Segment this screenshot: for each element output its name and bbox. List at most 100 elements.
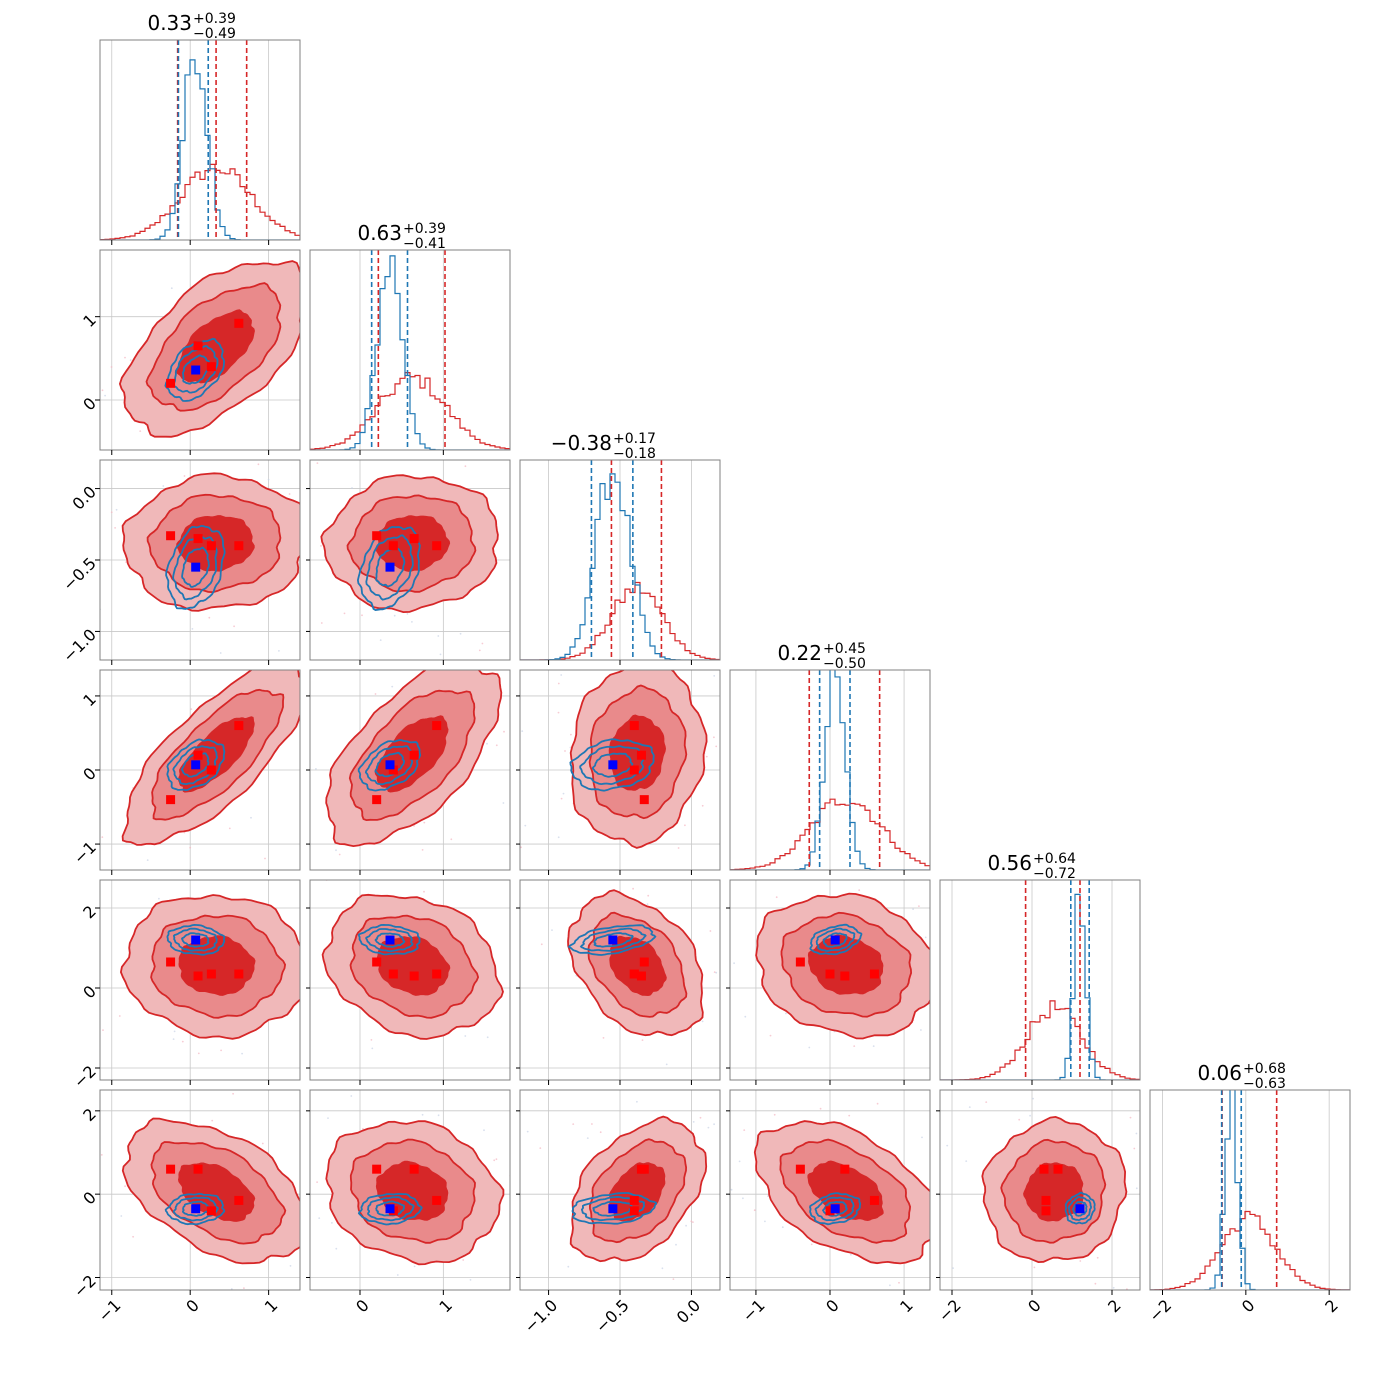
red-marker [629,721,639,731]
title-lower-error: −0.63 [1243,1076,1286,1092]
x-tick-label: −2 [935,1296,965,1326]
histogram-panel-5 [939,879,1141,1081]
sample-point [872,1045,875,1047]
y-tick-label: −1 [70,838,100,868]
blue-contour [814,1196,855,1222]
sample-point [936,1150,938,1152]
blue-contour [591,752,634,778]
sample-point [316,462,319,464]
sample-point [1129,1116,1132,1119]
sample-point [361,614,363,617]
title-upper-error: +0.39 [403,221,446,237]
title-value: 0.06 [1197,1061,1242,1085]
sample-point [101,389,104,392]
x-tick-label: 2 [1321,1296,1342,1317]
sample-point [361,874,363,876]
sample-point [308,723,310,725]
sample-point [362,1127,364,1130]
red-marker [639,795,649,805]
y-tick-label: 0 [79,394,100,415]
sample-point [39,573,41,575]
sample-point [724,1008,726,1010]
blue-contour [571,1192,658,1225]
sample-point [661,1267,664,1270]
sample-point [59,438,61,440]
red-histogram [1150,1210,1350,1290]
red-marker [166,795,176,805]
sample-point [713,971,716,973]
red-marker [234,721,244,731]
red-contour [176,309,255,384]
sample-point [511,1187,513,1189]
sample-point [539,1147,542,1149]
red-histogram [100,163,300,240]
panel-frame [99,249,301,451]
sample-point [450,838,453,841]
sample-point [406,613,409,615]
sample-point [560,797,563,800]
sample-point [679,663,681,665]
red-marker [388,969,398,979]
sample-point [110,366,113,368]
scatter-panel-6-5 [936,1089,1141,1291]
sample-point [69,1114,71,1116]
sample-point [495,744,498,747]
scatter-panel-6-3 [519,1083,721,1291]
blue-contour [364,745,414,786]
sample-point [139,430,142,432]
sample-point [124,356,126,359]
blue-contour [365,928,414,953]
sample-point [101,836,104,838]
red-marker [795,957,805,967]
panel-frame [939,1089,1141,1291]
sample-point [303,1232,305,1234]
sample-point [695,1082,697,1084]
title-upper-error: +0.39 [193,11,236,27]
sample-point [560,674,563,676]
blue-contour [1067,1196,1093,1222]
sample-point [850,1253,852,1256]
red-marker [206,969,216,979]
sample-point [918,905,920,907]
title-lower-error: −0.49 [193,26,236,42]
title-lower-error: −0.72 [1033,866,1076,882]
sample-point [1135,1132,1138,1135]
sample-point [320,622,323,624]
blue-contour [181,932,210,948]
red-marker [840,971,850,981]
sample-point [574,667,576,669]
sample-point [671,1083,673,1085]
x-tick-label: 0 [182,1296,203,1317]
title-upper-error: +0.64 [1033,851,1076,867]
sample-point [985,1101,988,1103]
red-marker [629,969,639,979]
blue-contour [821,1200,848,1217]
sample-point [723,947,725,949]
sample-point [380,876,382,878]
sample-point [853,1045,856,1047]
x-tick-label: −2 [1145,1296,1175,1326]
sample-point [786,872,788,874]
blue-marker [385,760,395,770]
sample-point [721,975,723,977]
x-tick-label: 1 [896,1296,917,1317]
sample-point [104,394,106,397]
sample-point [764,1220,766,1223]
sample-point [224,1299,226,1301]
blue-marker [385,1204,395,1214]
red-marker [825,1206,835,1216]
sample-point [302,961,304,963]
sample-point [1033,1266,1036,1269]
sample-point [742,1197,744,1200]
sample-point [781,1226,784,1229]
sample-point [424,456,426,458]
sample-point [232,1092,235,1095]
red-marker [409,534,419,544]
red-marker [432,1195,442,1205]
title-value: −0.38 [551,431,612,455]
blue-marker [385,562,395,572]
sample-point [785,1012,787,1015]
sample-point [920,1029,922,1031]
sample-point [241,1052,244,1055]
sample-point [197,1052,200,1055]
